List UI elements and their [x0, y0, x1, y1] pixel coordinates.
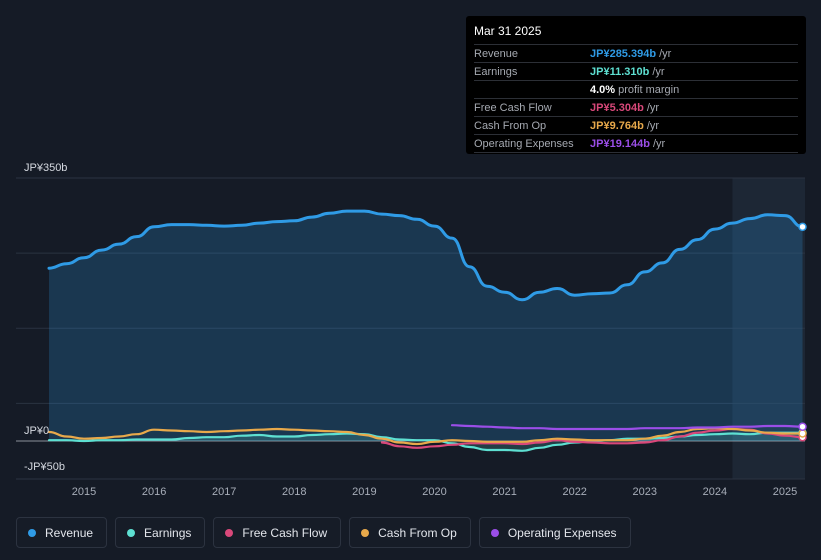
- x-axis-labels: 2015 2016 2017 2018 2019 2020 2021 2022 2023 2024…: [72, 486, 797, 498]
- tooltip-row-label: Operating Expenses: [474, 137, 574, 150]
- cash-from-op-end-marker: [798, 429, 807, 438]
- tooltip-row-unit: /yr: [646, 119, 660, 132]
- x-tick-label: 2024: [703, 486, 727, 498]
- tooltip-row-value: JP¥11.310b: [590, 65, 650, 78]
- operating-expenses-line: [450, 424, 804, 431]
- tooltip-row-value: JP¥5.304b: [590, 101, 644, 114]
- x-tick-label: 2016: [142, 486, 166, 498]
- tooltip-row-value: 4.0%: [590, 83, 616, 96]
- tooltip-row: Revenue JP¥285.394b/yr: [474, 44, 798, 62]
- data-tooltip: Mar 31 2025 Revenue JP¥285.394b/yr Earning…: [466, 16, 806, 154]
- legend-item-earnings[interactable]: Earnings: [115, 517, 206, 548]
- revenue-end-marker: [798, 222, 807, 232]
- earnings-area: [49, 432, 803, 451]
- x-tick-label: 2021: [492, 486, 516, 498]
- y-tick-label: JP¥350b: [24, 162, 67, 174]
- tooltip-row: Earnings JP¥11.310b/yr: [474, 62, 798, 80]
- x-tick-label: 2015: [72, 486, 96, 498]
- tooltip-row-label: Free Cash Flow: [474, 101, 552, 114]
- tooltip-row: 4.0% profit margin: [474, 80, 798, 98]
- x-tick-label: 2018: [282, 486, 306, 498]
- x-tick-label: 2025: [773, 486, 797, 498]
- legend-label: Cash From Op: [378, 525, 457, 540]
- legend-dot-icon: [361, 528, 370, 537]
- x-tick-label: 2020: [422, 486, 446, 498]
- tooltip-row-value: JP¥19.144b: [590, 137, 650, 150]
- legend-dot-icon: [28, 528, 36, 537]
- tooltip-row-label: Cash From Op: [474, 119, 547, 132]
- operating-expenses-end-marker: [798, 422, 807, 431]
- x-tick-label: 2017: [212, 486, 236, 498]
- chart-legend: Revenue Earnings Free Cash Flow Cash From O…: [16, 517, 631, 548]
- tooltip-row-label: Revenue: [474, 47, 519, 60]
- tooltip-row: Cash From Op JP¥9.764b/yr: [474, 116, 798, 134]
- legend-item-operating-expenses[interactable]: Operating Expenses: [478, 517, 631, 548]
- gridlines: [16, 177, 805, 480]
- tooltip-row-unit: profit margin: [618, 83, 680, 96]
- y-tick-label: -JP¥50b: [24, 461, 65, 473]
- y-axis-labels: JP¥350b JP¥0 -JP¥50b: [24, 162, 67, 473]
- cash-from-op-line: [47, 427, 804, 446]
- revenue-area: [49, 211, 803, 441]
- tooltip-row-unit: /yr: [659, 47, 672, 60]
- x-tick-label: 2022: [562, 486, 586, 498]
- tooltip-row-unit: /yr: [646, 101, 660, 114]
- revenue-line: [47, 209, 804, 302]
- tooltip-row-label: Earnings: [474, 65, 518, 78]
- tooltip-date: Mar 31 2025: [474, 24, 542, 38]
- tooltip-row-unit: /yr: [652, 137, 666, 150]
- x-tick-label: 2023: [633, 486, 657, 498]
- tooltip-row-value: JP¥285.394b: [590, 47, 657, 60]
- tooltip-row: Free Cash Flow JP¥5.304b/yr: [474, 98, 798, 116]
- legend-label: Earnings: [144, 525, 192, 540]
- legend-label: Operating Expenses: [507, 525, 617, 540]
- tooltip-row-unit: /yr: [652, 65, 665, 78]
- legend-item-free-cash-flow[interactable]: Free Cash Flow: [213, 517, 342, 548]
- end-markers: [798, 222, 807, 442]
- legend-label: Free Cash Flow: [242, 525, 328, 540]
- legend-dot-icon: [225, 528, 234, 537]
- tooltip-rows: Revenue JP¥285.394b/yr Earnings JP¥11.310b /…: [474, 44, 798, 153]
- y-tick-label: JP¥0: [24, 425, 49, 437]
- legend-item-cash-from-op[interactable]: Cash From Op: [349, 517, 471, 548]
- x-tick-label: 2019: [352, 486, 376, 498]
- legend-dot-icon: [127, 528, 136, 537]
- legend-item-revenue[interactable]: Revenue: [16, 517, 108, 548]
- legend-label: Revenue: [45, 525, 94, 540]
- series-layer: [47, 209, 804, 452]
- tooltip-row: Operating Expenses JP¥19.144b/yr: [474, 134, 798, 153]
- tooltip-row-value: JP¥9.764b: [590, 119, 644, 132]
- legend-dot-icon: [490, 528, 499, 537]
